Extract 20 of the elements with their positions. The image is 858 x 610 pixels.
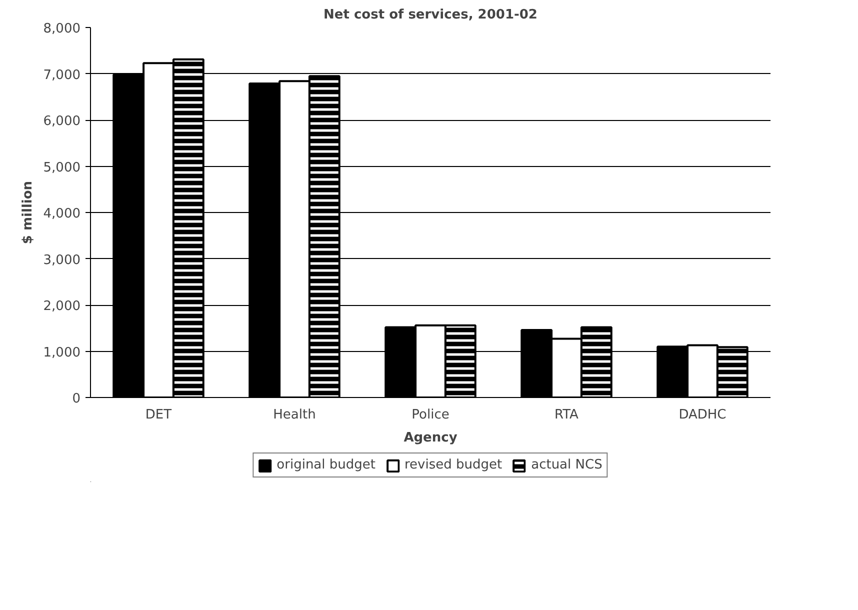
x-tick-label: DADHC	[678, 408, 726, 422]
legend-label: revised budget	[404, 458, 502, 472]
y-tick-label: 3,000	[43, 252, 80, 268]
y-tick-label: 0	[72, 392, 81, 406]
x-axis-title: Agency	[404, 430, 458, 446]
y-tick-label: 5,000	[43, 160, 80, 176]
y-tick-label: 8,000	[43, 22, 80, 36]
y-tick-label: 4,000	[43, 206, 80, 222]
y-axis-title: $ million	[20, 180, 36, 244]
legend-label: actual NCS	[531, 458, 602, 472]
x-tick-label: DET	[145, 408, 172, 422]
x-tick-label: RTA	[554, 408, 579, 422]
y-tick-label: 6,000	[43, 114, 80, 129]
legend-label: original budget	[276, 458, 376, 472]
y-tick-label: 7,000	[43, 68, 80, 83]
y-tick-label: 2,000	[43, 299, 80, 314]
chart-title: Net cost of services, 2001-02	[324, 8, 538, 22]
x-tick-label: Police	[412, 408, 450, 422]
y-tick-label: 1,000	[43, 345, 80, 360]
x-tick-label: Health	[273, 408, 316, 422]
